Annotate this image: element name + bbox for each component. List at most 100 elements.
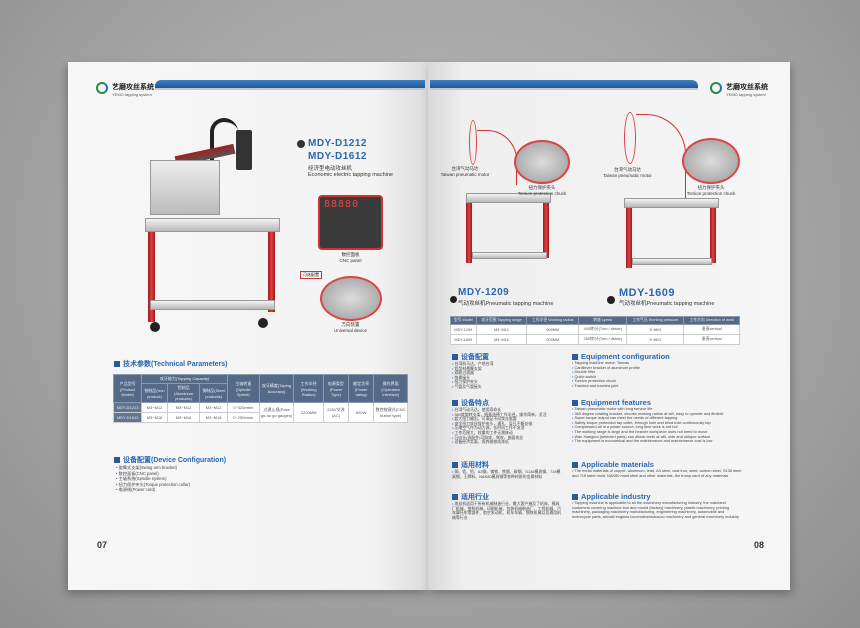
list-item: Cantilever bracket of aluminum profile: [572, 365, 744, 371]
column-header: 转速 speed: [578, 316, 628, 325]
list-item: 电源线(Power cord): [116, 487, 190, 493]
model-name: MDY-D1212: [308, 138, 367, 149]
list-item: Double filter: [572, 370, 744, 375]
universal-device-image: [320, 276, 382, 321]
pneumatic-spec-table: 型号 Model 攻牙范围 Tapping range 工作半径 Working r…: [450, 316, 740, 345]
table-row: MDY-D1612 M3~M16 M3~M16 M3~M16 0~250r/min: [112, 412, 408, 423]
list-item: The working range is large and the heavi…: [572, 429, 744, 435]
list-item: Tapping machine is applicable to all the…: [572, 500, 744, 519]
bullet-icon: [607, 296, 615, 304]
table-header-row: 型号 Model 攻牙范围 Tapping range 工作半径 Working r…: [450, 316, 740, 325]
list-item: 扭力保护夹头(Torque protection collar): [116, 482, 190, 488]
list-item: 安全扭力攻丝保护夹头，通孔、盲孔不断丝锥: [452, 421, 562, 427]
list-item: 数控面板(CNC panel): [116, 471, 190, 477]
section: Equipment configurationTapping machine m…: [572, 352, 744, 389]
list-item: Taiwan pneumatic motor with long service…: [572, 406, 744, 412]
section-list: 攻丝机适用于所有机械制造行业，最大客户遍及了机床、模具厂机械、塑胶机械、印刷机械…: [452, 501, 562, 520]
table-cell: 垂直vertical: [683, 324, 740, 335]
motor-callout: 台湾气动马达 Taiwan pneumatic motor: [440, 166, 490, 177]
column-header: 工作方向 Direction of work: [683, 316, 740, 325]
header-band: [155, 80, 425, 90]
torsion-chuck-image: [514, 140, 570, 184]
column-header: 工作气压 Working pressure: [626, 316, 685, 325]
list-item: 360 degree rotating bracket, choose work…: [572, 411, 744, 417]
table-cell: MDY-1609: [450, 334, 477, 345]
page-number: 07: [97, 540, 108, 550]
section-list: The metal materials of copper, aluminum,…: [572, 468, 744, 478]
list-item: Wan Xiangtou (selected parts) can attack…: [572, 434, 744, 440]
play-bullet-icon: [297, 140, 305, 148]
column-header: 攻牙范围 Tapping range: [475, 316, 528, 325]
section: Applicable industryTapping machine is ap…: [572, 492, 744, 519]
list-item: 攻丝机适用于所有机械制造行业，最大客户遍及了机床、模具厂机械、塑胶机械、印刷机械…: [452, 501, 562, 520]
section: 设备特点台湾气动马达，使用寿命长360度旋转支架，随意选择工作半径，操作简单，灵…: [452, 398, 562, 445]
list-item: 旋臂式支架(Swing arm bracket): [116, 465, 190, 471]
table-cell: 400转/分(Turn / divide): [578, 324, 628, 335]
list-item: Compressed air is a power source, long t…: [572, 425, 744, 430]
model-title: 气动攻丝机Pneumatic tapping machine: [619, 301, 715, 307]
list-item: 360度旋转支架，随意选择工作半径，操作简单，灵活: [452, 412, 562, 418]
section: 适用行业攻丝机适用于所有机械制造行业，最大客户遍及了机床、模具厂机械、塑胶机械、…: [452, 492, 562, 520]
list-item: 设备经济实惠，保养维修成本低: [452, 440, 562, 445]
section-list: 铜、铝、铅、A3钢、铸铁、铁钢、碳钢、S136模具钢、718模具钢、王牌料、NA…: [452, 469, 562, 479]
chuck-callout: 扭力保护夹头 Torsion protection chuck: [517, 185, 567, 196]
list-item: 铝型材悬臂支架: [452, 366, 562, 372]
product-title-cn: 经济型电动攻丝机: [308, 166, 353, 172]
brand-logo: 艺磨攻丝系统 YEMO tapping system: [726, 84, 768, 97]
section-heading: Applicable materials: [572, 460, 744, 469]
section-heading: Applicable industry: [572, 492, 744, 501]
table-row: MDY-D1212 M3~M12 M3~M12 M3~M12 0~320r/min 过通止…: [112, 402, 408, 423]
model-name: MDY-D1612: [308, 151, 367, 162]
table-cell: 垂直vertical: [683, 334, 740, 345]
list-item: 双联过滤器: [452, 371, 562, 376]
section: Equipment featuresTaiwan pneumatic motor…: [572, 398, 744, 444]
list-item: 快换接头: [452, 375, 562, 381]
table-cell: M3~M16: [475, 334, 528, 345]
section-heading: Equipment features: [572, 398, 744, 407]
list-item: 主轴系统(Spindle system): [116, 476, 190, 482]
cnc-panel-caption: 数控面板 CNC panel: [339, 252, 362, 263]
list-item: 气管及气管接头: [452, 384, 562, 390]
list-item: Torsion protection chuck: [572, 379, 744, 384]
list-item: The equipment is economical and the main…: [572, 439, 744, 444]
section-list: Tapping machine is applicable to all the…: [572, 500, 744, 519]
list-item: 超大扭力输出，可满足不同攻丝需要: [452, 417, 562, 422]
torsion-chuck-image: [682, 138, 740, 184]
page-number: 08: [754, 540, 765, 550]
technical-parameters-table: 产品型号(Product Model) 攻牙能力(Tapping Capacity…: [112, 374, 408, 423]
product-title-en: Economic electric tapping machine: [308, 172, 393, 178]
section-heading: Equipment configuration: [572, 352, 744, 361]
section: 适用材料铜、铝、铅、A3钢、铸铁、铁钢、碳钢、S136模具钢、718模具钢、王牌…: [452, 460, 562, 479]
brand-logo: 艺磨攻丝系统 YEMO tapping system: [112, 84, 154, 97]
device-configuration-list: 旋臂式支架(Swing arm bracket)数控面板(CNC panel)主…: [116, 465, 190, 493]
table-cell: MDY-1209: [450, 324, 477, 335]
optional-tag: 可选配置: [300, 271, 322, 279]
model-name: MDY-1609: [619, 287, 675, 299]
bullet-icon: [450, 296, 457, 303]
device-configuration-heading: 设备配置(Device Configuration): [114, 455, 226, 465]
list-item: 台湾气动马达，使用寿命长: [452, 407, 562, 413]
list-item: 工作范围大，较重的工件无需移动: [452, 430, 562, 436]
table-cell: M3~M12: [475, 324, 528, 335]
list-item: Safety torque protection tap collet, thr…: [572, 420, 744, 426]
list-item: Quick switch: [572, 374, 744, 380]
section-heading: 设备配置: [452, 352, 562, 362]
universal-device-caption: 万向装置 Universal device: [333, 322, 367, 333]
list-item: 万向头(选配件)可斜攻，侧攻，曲面攻丝: [452, 435, 562, 441]
brand-logo-icon: [96, 82, 108, 94]
header-band: [430, 80, 698, 90]
list-item: Super torque output can meet the needs o…: [572, 416, 744, 421]
section-list: 台湾机马达，产地台湾铝型材悬臂支架双联过滤器快换接头扭力保护夹头气管及气管接头: [452, 361, 562, 390]
column-header: 工作半径 Working radius: [526, 316, 580, 325]
section-list: 台湾气动马达，使用寿命长360度旋转支架，随意选择工作半径，操作简单，灵活超大扭…: [452, 407, 562, 445]
list-item: 铜、铝、铅、A3钢、铸铁、铁钢、碳钢、S136模具钢、718模具钢、王牌料、NA…: [452, 469, 562, 479]
section-heading: 设备特点: [452, 398, 562, 408]
technical-parameters-heading: 技术参数(Technical Parameters): [114, 359, 228, 369]
section-heading: 适用行业: [452, 492, 562, 502]
table-cell: 5~8KG: [626, 334, 685, 345]
table-cell: 5~8KG: [626, 324, 685, 335]
chuck-callout: 扭力保护夹头 Torsion protection chuck: [686, 185, 736, 196]
section: 设备配置台湾机马达，产地台湾铝型材悬臂支架双联过滤器快换接头扭力保护夹头气管及气…: [452, 352, 562, 390]
list-item: Tapping machine motor: Taiwan: [572, 360, 744, 366]
section: Applicable materialsThe metal materials …: [572, 460, 744, 478]
